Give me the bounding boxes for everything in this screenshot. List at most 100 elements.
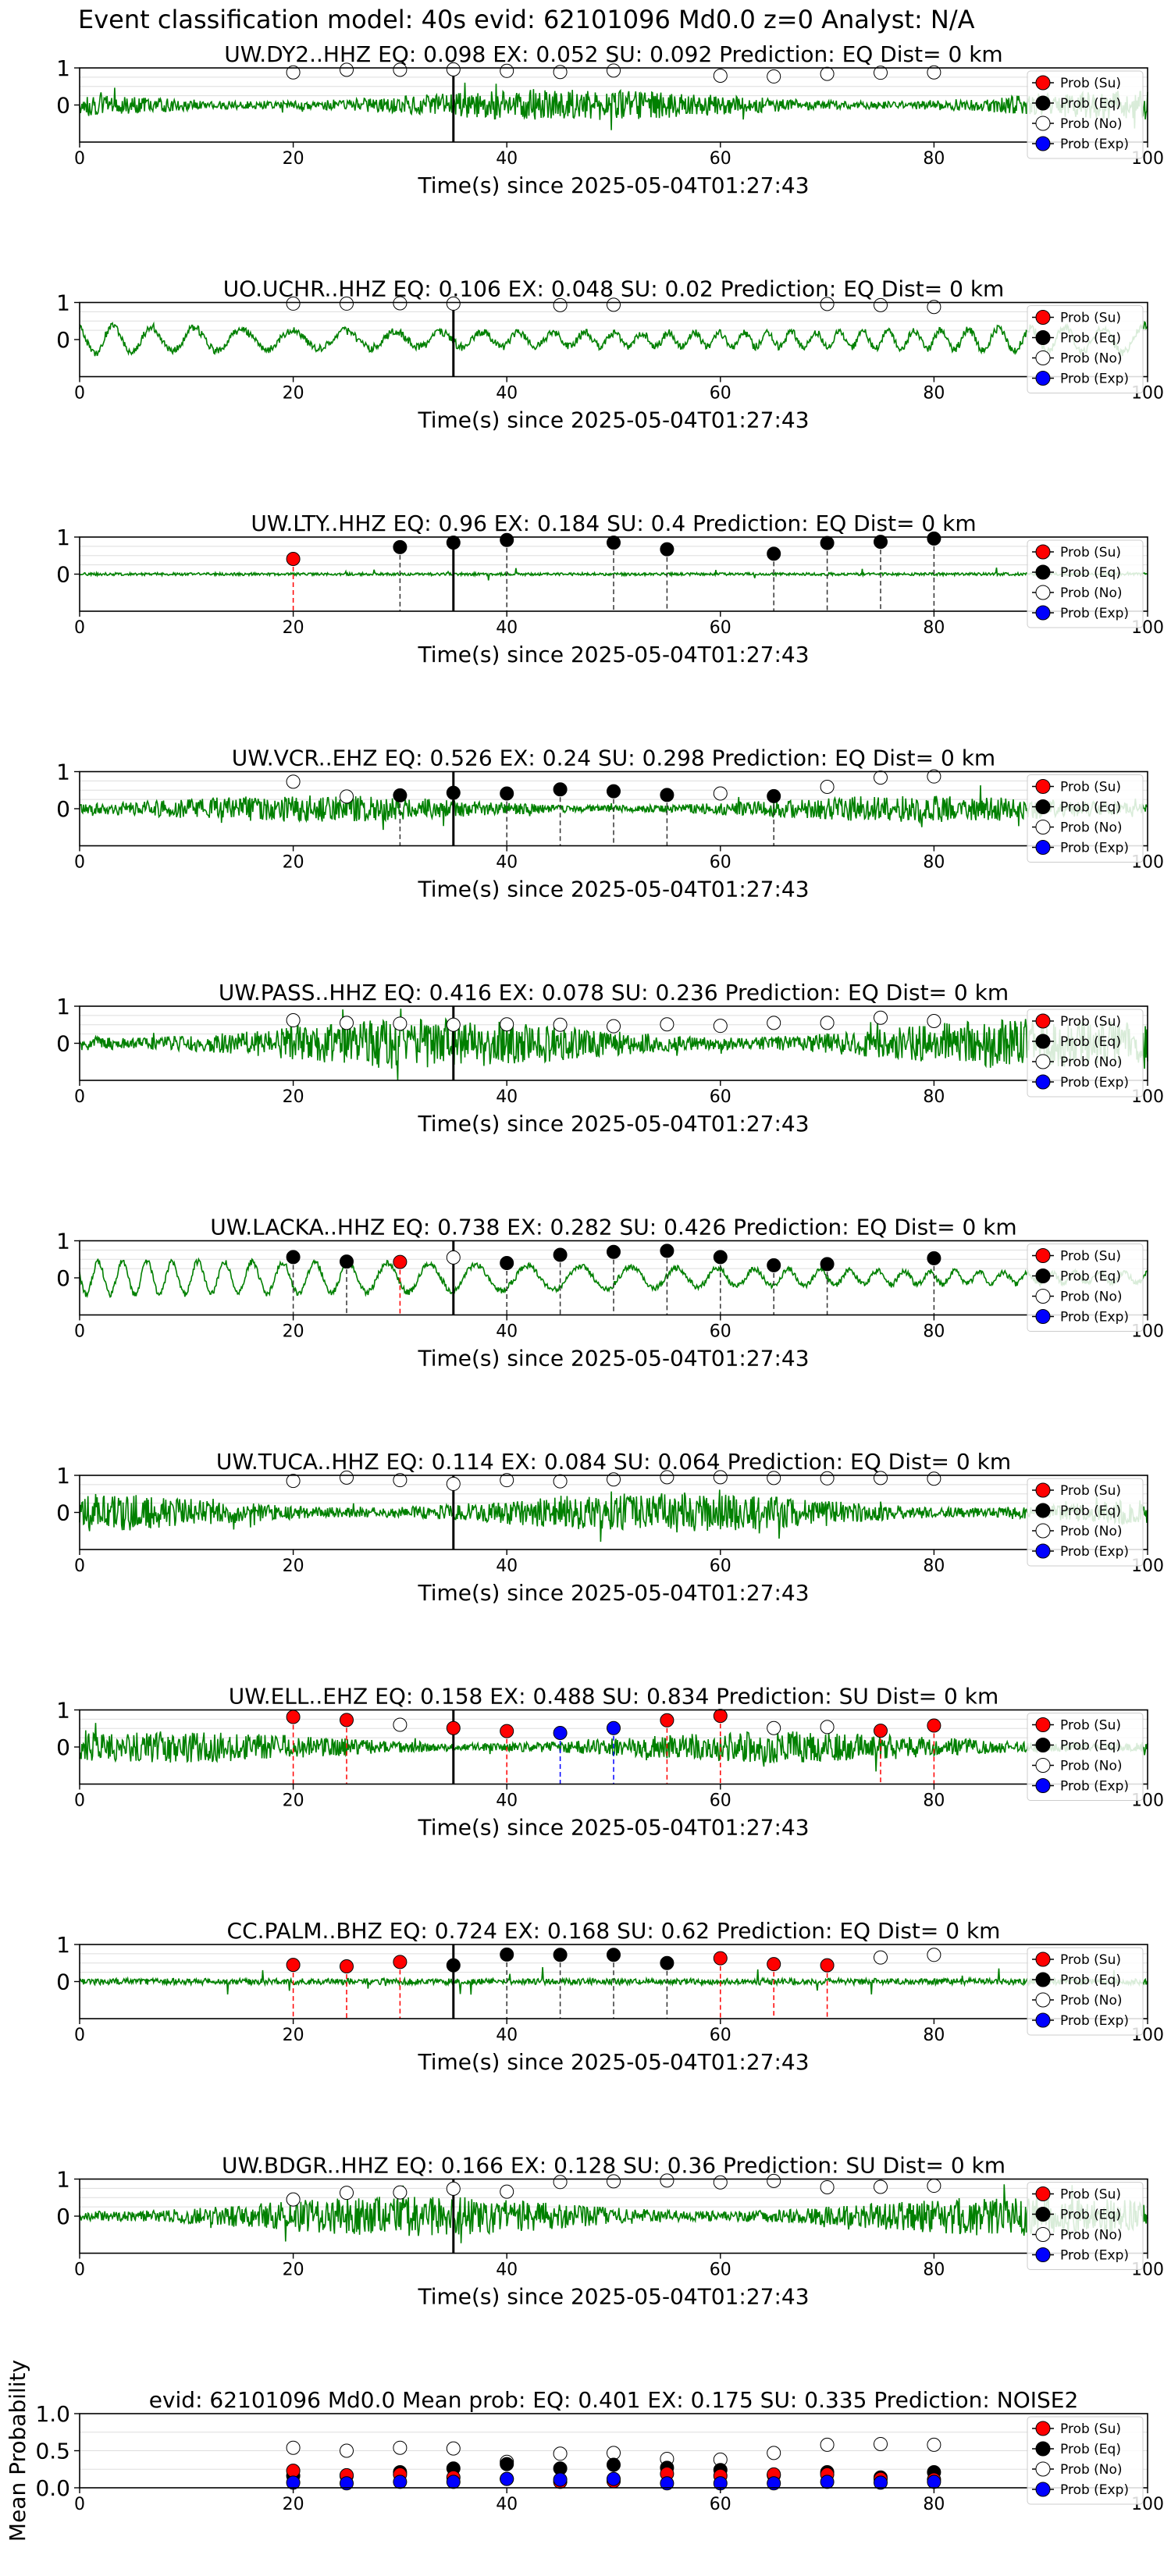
x-tick-label: 80 xyxy=(923,618,945,638)
station-panel: UO.UCHR..HHZ EQ: 0.106 EX: 0.048 SU: 0.0… xyxy=(56,276,1164,433)
y-tick-label: 1 xyxy=(56,2167,70,2193)
y-tick-label: 0.0 xyxy=(35,2475,70,2501)
legend-marker-no xyxy=(1035,350,1051,365)
prob-marker-no xyxy=(393,2185,408,2200)
prob-marker-no xyxy=(446,1250,461,1265)
prob-marker-no xyxy=(660,2173,674,2188)
prob-marker-no xyxy=(500,2184,514,2199)
prob-marker-no xyxy=(500,63,514,78)
prob-marker-no xyxy=(553,1474,568,1489)
legend-marker-exp xyxy=(1035,136,1051,151)
legend-marker-eq xyxy=(1035,564,1051,580)
prob-marker-no xyxy=(927,1014,941,1028)
legend-marker-su xyxy=(1035,75,1051,91)
prob-marker-no xyxy=(713,1470,728,1485)
legend-marker-exp xyxy=(1035,2482,1051,2497)
x-tick-label: 40 xyxy=(496,1087,518,1107)
legend-label-eq: Prob (Eq) xyxy=(1060,1034,1121,1050)
prob-marker-no xyxy=(553,65,568,80)
station-panel: CC.PALM..BHZ EQ: 0.724 EX: 0.168 SU: 0.6… xyxy=(56,1918,1164,2075)
y-tick-label: 1 xyxy=(56,1932,70,1958)
prob-marker-exp xyxy=(607,1720,621,1735)
legend-marker-exp xyxy=(1035,1074,1051,1090)
legend-label-no: Prob (No) xyxy=(1060,116,1123,132)
prob-marker-no xyxy=(446,1476,461,1491)
mean-marker-su xyxy=(286,2464,301,2478)
prob-marker-eq xyxy=(660,542,674,557)
legend-box xyxy=(1027,1713,1144,1801)
y-tick-label: 0 xyxy=(56,1969,70,1995)
x-tick-label: 20 xyxy=(283,853,304,873)
prob-marker-no xyxy=(553,2175,568,2190)
prob-marker-no xyxy=(340,296,354,311)
mean-marker-exp xyxy=(446,2475,461,2489)
x-tick-label: 60 xyxy=(710,1322,731,1342)
prob-marker-su xyxy=(874,1724,888,1738)
prob-marker-no xyxy=(713,786,728,801)
axes-frame xyxy=(79,301,1148,378)
legend-label-exp: Prob (Exp) xyxy=(1060,606,1129,621)
legend-label-eq: Prob (Eq) xyxy=(1060,2208,1121,2223)
prob-marker-su xyxy=(500,1724,514,1738)
prob-marker-su xyxy=(393,1254,408,1269)
x-tick-label: 0 xyxy=(74,1087,85,1107)
mean-marker-no xyxy=(340,2443,354,2458)
prob-marker-no xyxy=(874,770,888,785)
legend-label-no: Prob (No) xyxy=(1060,351,1123,367)
legend-label-no: Prob (No) xyxy=(1060,1759,1123,1774)
prob-marker-su xyxy=(927,1718,941,1733)
legend-marker-su xyxy=(1035,1482,1051,1498)
legend-marker-exp xyxy=(1035,2012,1051,2028)
prob-marker-no xyxy=(767,1016,781,1030)
prob-marker-su xyxy=(446,1720,461,1735)
x-tick-label: 20 xyxy=(283,2026,304,2045)
prob-marker-no xyxy=(393,62,408,77)
legend-label-exp: Prob (Exp) xyxy=(1060,841,1129,856)
y-tick-label: 0.5 xyxy=(35,2439,70,2464)
legend-label-exp: Prob (Exp) xyxy=(1060,2482,1129,2498)
prob-marker-su xyxy=(660,1713,674,1727)
prob-marker-su xyxy=(713,1951,728,1966)
waveform-trace xyxy=(79,82,1148,130)
prob-marker-no xyxy=(820,779,835,794)
mean-marker-no xyxy=(820,2437,835,2452)
x-tick-label: 60 xyxy=(710,1087,731,1107)
legend-box xyxy=(1027,1009,1144,1098)
panel-title: UW.LTY..HHZ EQ: 0.96 EX: 0.184 SU: 0.4 P… xyxy=(251,511,976,536)
prob-marker-no xyxy=(286,1013,301,1028)
station-panel: UW.VCR..EHZ EQ: 0.526 EX: 0.24 SU: 0.298… xyxy=(56,745,1164,902)
y-tick-label: 0 xyxy=(56,796,70,822)
station-panel: UW.TUCA..HHZ EQ: 0.114 EX: 0.084 SU: 0.0… xyxy=(56,1449,1164,1606)
prob-marker-no xyxy=(874,1471,888,1485)
prob-marker-eq xyxy=(340,1254,354,1269)
mean-marker-exp xyxy=(660,2476,674,2491)
x-tick-label: 0 xyxy=(74,1322,85,1342)
prob-marker-no xyxy=(446,296,461,311)
legend-marker-no xyxy=(1035,1289,1051,1304)
legend-marker-eq xyxy=(1035,2207,1051,2222)
prob-marker-eq xyxy=(927,1251,941,1265)
legend-marker-eq xyxy=(1035,1268,1051,1283)
waveform-trace xyxy=(79,1489,1148,1542)
x-axis-label: Time(s) since 2025-05-04T01:27:43 xyxy=(417,1111,809,1137)
prob-marker-eq xyxy=(767,1258,781,1272)
prob-marker-no xyxy=(340,62,354,77)
legend-box xyxy=(1027,1244,1144,1332)
prob-marker-no xyxy=(500,1017,514,1032)
prob-marker-eq xyxy=(446,785,461,800)
x-tick-label: 20 xyxy=(283,1557,304,1576)
x-tick-label: 0 xyxy=(74,853,85,873)
prob-marker-no xyxy=(500,1473,514,1488)
y-axis-label: Mean Probability xyxy=(5,2360,30,2542)
legend-marker-eq xyxy=(1035,95,1051,111)
legend-marker-exp xyxy=(1035,1309,1051,1324)
y-tick-label: 1.0 xyxy=(35,2401,70,2427)
prob-marker-eq xyxy=(820,535,835,550)
y-tick-label: 0 xyxy=(56,327,70,353)
prob-marker-eq xyxy=(393,788,408,802)
legend-label-eq: Prob (Eq) xyxy=(1060,1973,1121,1988)
legend-label-eq: Prob (Eq) xyxy=(1060,1738,1121,1754)
mean-marker-exp xyxy=(927,2475,941,2489)
legend-label-exp: Prob (Exp) xyxy=(1060,1779,1129,1795)
legend-label-su: Prob (Su) xyxy=(1060,1249,1121,1265)
